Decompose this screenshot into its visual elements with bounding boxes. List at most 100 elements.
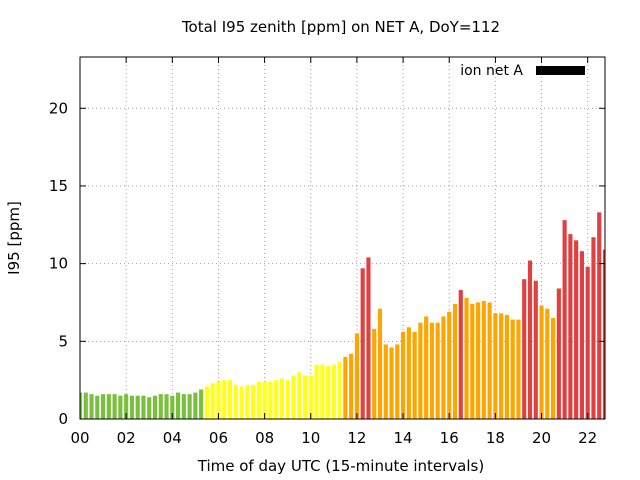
x-tick-label: 12 — [347, 429, 366, 447]
bar — [302, 375, 308, 419]
bar — [447, 311, 452, 419]
bar — [562, 220, 567, 419]
bar — [527, 260, 533, 419]
bar — [579, 251, 584, 419]
bar — [504, 314, 509, 419]
x-tick-label: 02 — [117, 429, 136, 447]
bar — [349, 353, 354, 419]
bar — [170, 395, 175, 419]
bar — [412, 331, 417, 419]
bar — [372, 328, 377, 419]
bar — [204, 386, 209, 419]
bar — [470, 304, 475, 419]
bar — [539, 305, 544, 419]
x-axis-label: Time of day UTC (15-minute intervals) — [197, 457, 484, 475]
y-tick-label: 15 — [49, 177, 68, 195]
bar — [152, 395, 158, 419]
bar — [285, 380, 290, 419]
bar — [435, 322, 440, 419]
bar — [320, 364, 325, 419]
bar — [199, 389, 204, 419]
x-tick-label: 16 — [440, 429, 459, 447]
bar — [118, 395, 123, 419]
bar — [251, 384, 256, 419]
bar — [274, 380, 279, 419]
y-tick-label: 20 — [49, 99, 68, 117]
bar — [181, 394, 186, 419]
legend: ion net A — [460, 63, 585, 79]
bar — [101, 394, 106, 419]
bar — [89, 394, 94, 419]
bar — [383, 344, 388, 419]
bar — [602, 249, 605, 419]
bar — [551, 318, 556, 419]
bar — [291, 375, 296, 419]
x-tick-label: 08 — [255, 429, 274, 447]
bar — [522, 279, 527, 419]
bar — [424, 316, 429, 419]
bar — [193, 392, 198, 419]
bar — [597, 212, 602, 419]
bar — [545, 308, 550, 419]
bar — [210, 383, 215, 419]
bar — [187, 394, 192, 419]
bar — [476, 302, 481, 419]
bar — [568, 234, 573, 419]
x-tick-label: 10 — [301, 429, 320, 447]
bar — [314, 364, 319, 419]
bar — [256, 381, 261, 419]
x-tick-label: 14 — [394, 429, 413, 447]
y-axis-label: I95 [ppm] — [5, 201, 23, 275]
bar — [406, 327, 411, 419]
chart-title: Total I95 zenith [ppm] on NET A, DoY=112 — [181, 18, 500, 36]
y-tick-label: 0 — [58, 410, 68, 428]
bar — [331, 364, 336, 419]
bar — [268, 381, 273, 419]
bar — [262, 381, 267, 419]
bar — [233, 384, 238, 419]
bar — [222, 380, 227, 419]
bar — [487, 302, 492, 419]
bar — [158, 394, 163, 419]
bar — [452, 304, 458, 419]
bar — [395, 344, 400, 419]
plot-frame — [79, 56, 606, 420]
bar — [510, 319, 515, 419]
y-tick-label: 10 — [49, 255, 68, 273]
bar — [141, 395, 146, 419]
x-tick-label: 22 — [578, 429, 597, 447]
bar — [499, 313, 504, 419]
bar — [574, 240, 579, 419]
bar — [176, 392, 181, 419]
x-tick-label: 06 — [209, 429, 228, 447]
bar — [591, 237, 596, 419]
bar — [279, 378, 284, 419]
legend-label: ion net A — [460, 63, 523, 79]
bar — [377, 308, 383, 419]
bar — [112, 394, 117, 419]
bar — [124, 394, 129, 419]
bars — [80, 212, 605, 419]
bar — [366, 257, 371, 419]
grid-lines — [80, 57, 605, 419]
axis-ticks: 00 02 04 06 08 10 12 14 16 18 20 22 0 5 10 15 20 — [49, 57, 605, 447]
bar — [354, 333, 359, 419]
bar — [147, 397, 152, 419]
bar — [80, 392, 83, 419]
bar — [135, 395, 140, 419]
bar — [441, 316, 446, 419]
bar — [533, 280, 538, 419]
x-tick-label: 00 — [70, 429, 89, 447]
bar — [556, 288, 561, 419]
bar — [516, 319, 521, 419]
bar — [481, 300, 486, 419]
x-tick-label: 20 — [532, 429, 551, 447]
bar — [227, 380, 233, 419]
bar — [95, 395, 100, 419]
x-tick-label: 04 — [163, 429, 182, 447]
bar — [585, 266, 590, 419]
bar — [129, 395, 134, 419]
bar — [464, 297, 469, 419]
bar — [343, 356, 348, 419]
